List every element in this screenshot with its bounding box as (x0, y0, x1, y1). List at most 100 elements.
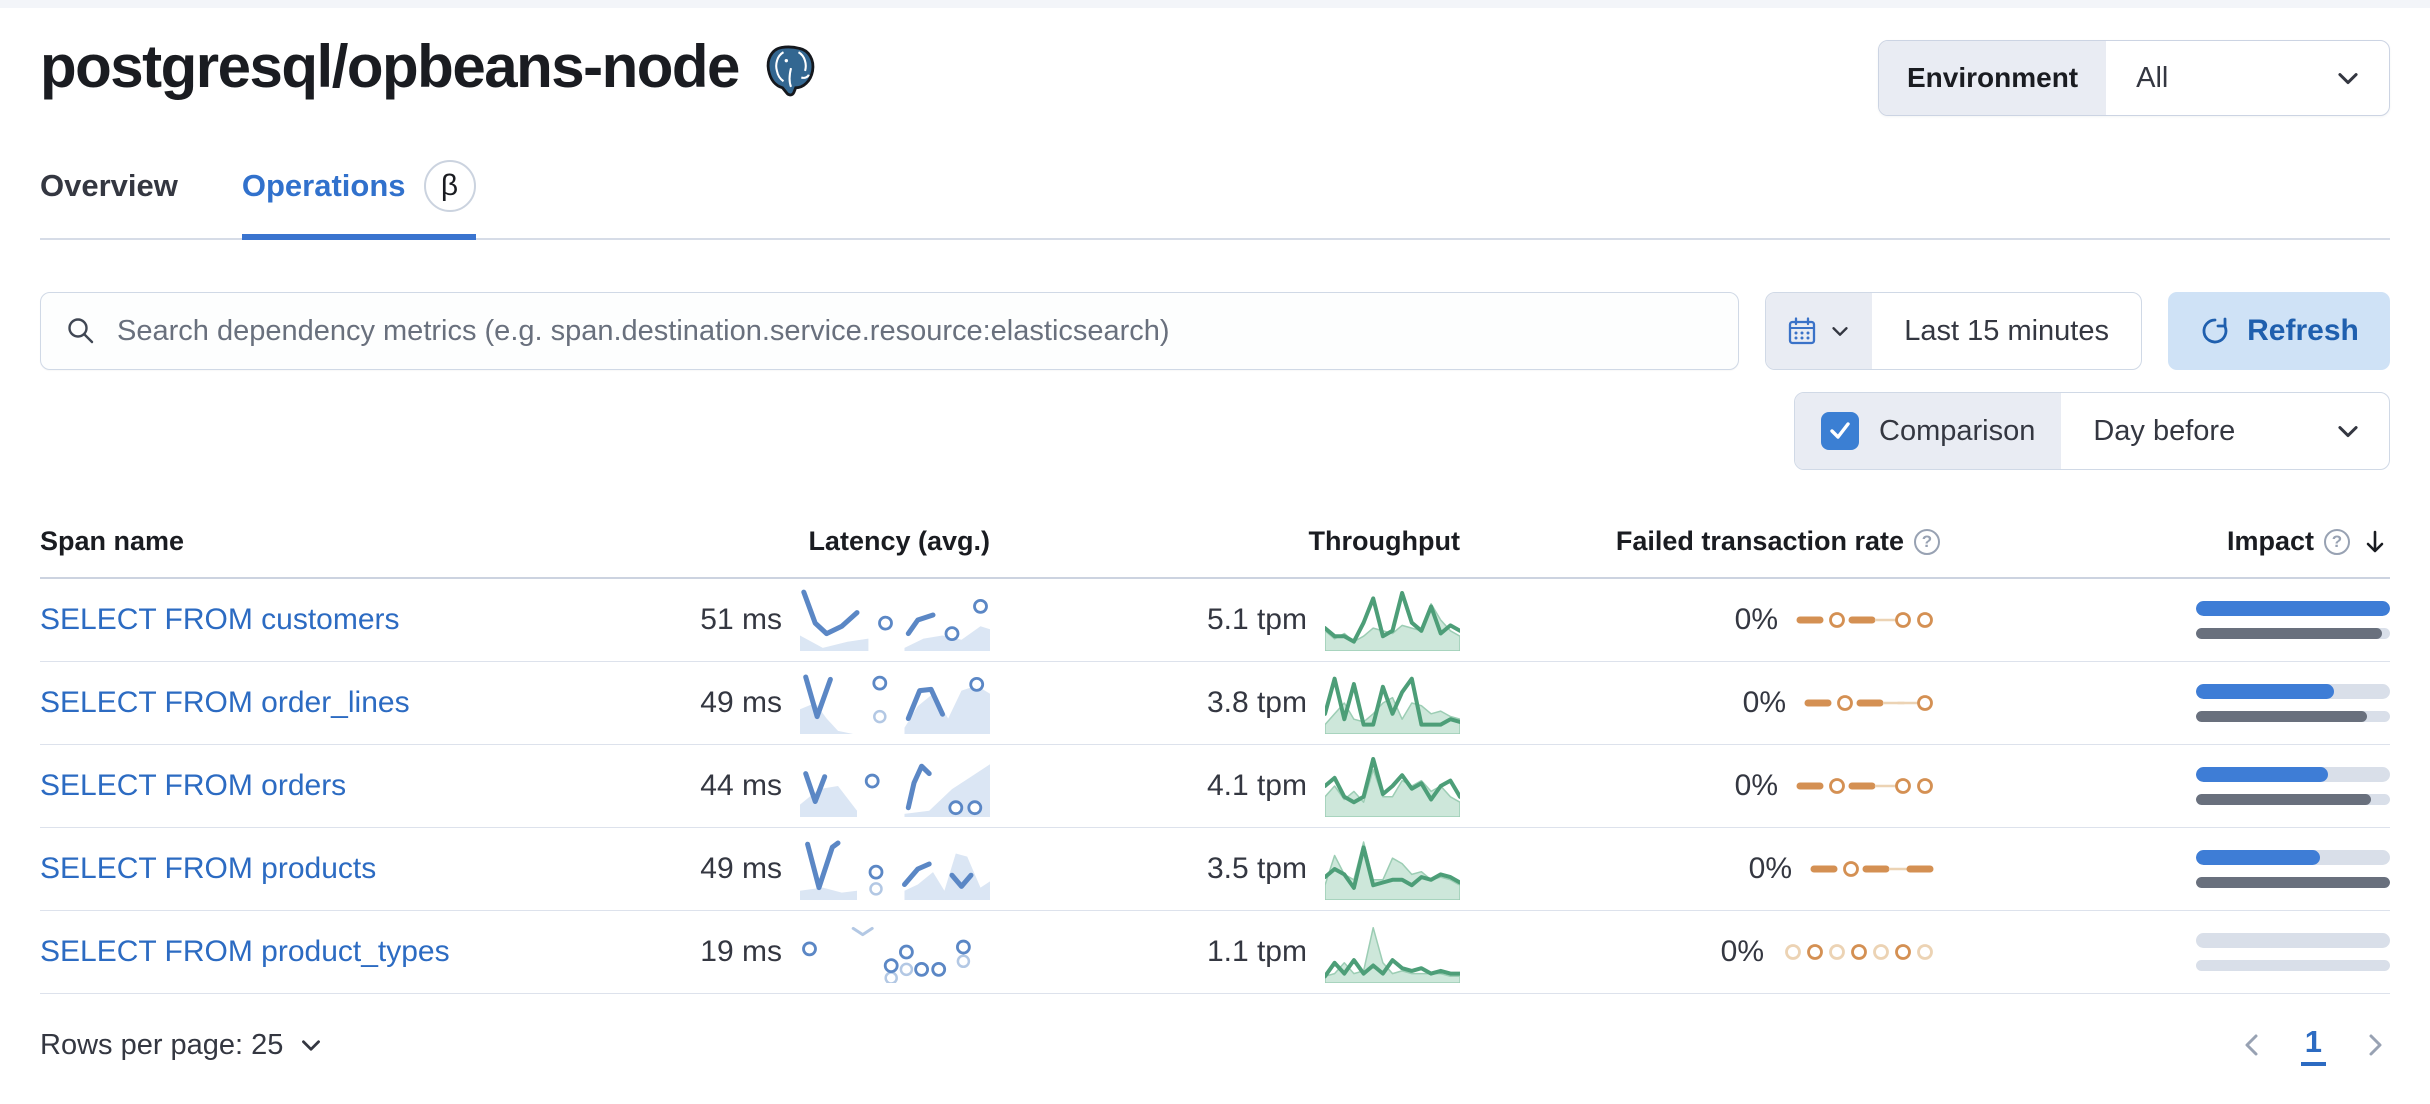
postgresql-icon (766, 44, 815, 96)
throughput-cell: 1.1 tpm (990, 921, 1460, 983)
help-icon[interactable]: ? (1914, 528, 1940, 555)
comparison-group: Comparison Day before (1794, 392, 2390, 470)
latency-value: 49 ms (700, 686, 782, 719)
time-range-button[interactable]: Last 15 minutes (1872, 293, 2141, 369)
impact-cell-wrap (1940, 933, 2390, 971)
failed-rate-value: 0% (1748, 852, 1792, 885)
throughput-value: 4.1 tpm (1206, 769, 1307, 802)
impact-current-bar (2196, 767, 2390, 782)
tab-bar: Overview Operations β (40, 160, 2390, 240)
page-number[interactable]: 1 (2300, 1024, 2326, 1066)
chevron-down-icon (302, 1040, 321, 1051)
page-title: postgresql/opbeans-node (40, 33, 740, 100)
throughput-sparkline (1325, 676, 1460, 734)
calendar-icon (1789, 317, 1816, 345)
failed-rate-value: 0% (1734, 603, 1778, 636)
failed-rate-sparkline (1796, 778, 1933, 794)
next-page-button[interactable] (2360, 1030, 2390, 1060)
col-throughput[interactable]: Throughput (1308, 526, 1460, 556)
col-impact[interactable]: Impact? (1940, 526, 2390, 557)
failed-rate-value: 0% (1720, 935, 1764, 968)
span-name-cell: SELECT FROM orders (40, 769, 530, 803)
chevron-left-icon (2245, 1034, 2258, 1056)
table-row: SELECT FROM order_lines 49 ms 3.8 tpm 0% (40, 662, 2390, 745)
span-name-cell: SELECT FROM products (40, 852, 530, 886)
latency-sparkline (800, 674, 990, 734)
col-latency[interactable]: Latency (avg.) (808, 526, 990, 556)
latency-value: 49 ms (700, 852, 782, 885)
span-link[interactable]: SELECT FROM product_types (40, 935, 450, 968)
tab-overview-label: Overview (40, 168, 178, 203)
table-body: SELECT FROM customers 51 ms 5.1 tpm 0% SELEC… (40, 579, 2390, 994)
throughput-sparkline (1325, 591, 1460, 651)
impact-cell-wrap (1940, 684, 2390, 722)
col-span-name: Span name (40, 526, 185, 556)
date-picker-calendar-button[interactable] (1766, 293, 1873, 369)
impact-bars (2196, 850, 2390, 888)
previous-page-button[interactable] (2237, 1030, 2267, 1060)
impact-current-bar (2196, 933, 2390, 948)
impact-current-bar (2196, 684, 2390, 699)
latency-value: 19 ms (700, 935, 782, 968)
comparison-value: Day before (2093, 414, 2236, 447)
impact-previous-bar (2196, 711, 2390, 722)
impact-bars (2196, 684, 2390, 722)
refresh-icon (2202, 317, 2228, 344)
environment-select[interactable]: Environment All (1878, 40, 2390, 116)
comparison-label: Comparison (1879, 414, 2036, 447)
chevron-down-icon (2338, 73, 2358, 85)
refresh-button[interactable]: Refresh (2168, 292, 2390, 370)
latency-cell: 44 ms (530, 755, 990, 817)
help-icon[interactable]: ? (2324, 528, 2350, 555)
rows-per-page-button[interactable]: Rows per page: 25 (40, 1029, 325, 1062)
impact-previous-bar (2196, 628, 2390, 639)
latency-sparkline (802, 926, 971, 983)
throughput-cell: 3.5 tpm (990, 838, 1460, 900)
throughput-cell: 5.1 tpm (990, 589, 1460, 651)
search-box (40, 292, 1740, 370)
tab-operations[interactable]: Operations β (241, 160, 476, 240)
throughput-value: 3.5 tpm (1206, 852, 1307, 885)
pagination: Rows per page: 25 1 (40, 1024, 2390, 1066)
comparison-checkbox[interactable] (1821, 412, 1859, 450)
impact-current-bar (2196, 850, 2390, 865)
throughput-value: 3.8 tpm (1206, 686, 1307, 719)
search-input[interactable] (117, 314, 1715, 348)
throughput-sparkline (1325, 757, 1460, 817)
chevron-down-icon (2338, 426, 2358, 438)
span-name-cell: SELECT FROM customers (40, 603, 530, 637)
latency-value: 51 ms (700, 603, 782, 636)
failed-rate-sparkline (1785, 944, 1933, 960)
latency-sparkline (800, 763, 990, 817)
impact-bars (2196, 933, 2390, 971)
span-link[interactable]: SELECT FROM products (40, 852, 377, 885)
sort-desc-icon (2366, 530, 2384, 552)
span-link[interactable]: SELECT FROM orders (40, 769, 347, 802)
latency-sparkline (800, 840, 990, 900)
impact-bars (2196, 767, 2390, 805)
throughput-value: 5.1 tpm (1206, 603, 1307, 636)
span-name-cell: SELECT FROM order_lines (40, 686, 530, 720)
failed-rate-sparkline (1796, 612, 1933, 628)
table-row: SELECT FROM orders 44 ms 4.1 tpm 0% (40, 745, 2390, 828)
comparison-select[interactable]: Day before (2061, 393, 2389, 469)
span-link[interactable]: SELECT FROM customers (40, 603, 400, 636)
span-link[interactable]: SELECT FROM order_lines (40, 686, 410, 719)
page-header: postgresql/opbeans-node Environment All (40, 32, 2390, 116)
table-row: SELECT FROM product_types 19 ms 1.1 tpm 0% (40, 911, 2390, 994)
failed-rate-cell: 0% (1460, 598, 1940, 642)
failed-rate-cell: 0% (1460, 847, 1940, 891)
tab-overview[interactable]: Overview (40, 160, 178, 238)
throughput-sparkline (1325, 841, 1460, 900)
impact-cell-wrap (1940, 850, 2390, 888)
latency-cell: 49 ms (530, 838, 990, 900)
beta-badge: β (423, 160, 476, 212)
table-row: SELECT FROM customers 51 ms 5.1 tpm 0% (40, 579, 2390, 662)
col-failed-transaction-rate[interactable]: Failed transaction rate? (1460, 526, 1940, 557)
toolbar: Last 15 minutes Refresh (40, 292, 2390, 370)
failed-rate-sparkline (1804, 695, 1933, 711)
failed-rate-sparkline (1810, 861, 1934, 877)
tab-operations-label: Operations (241, 168, 406, 203)
failed-rate-value: 0% (1742, 686, 1786, 719)
throughput-value: 1.1 tpm (1206, 935, 1307, 968)
